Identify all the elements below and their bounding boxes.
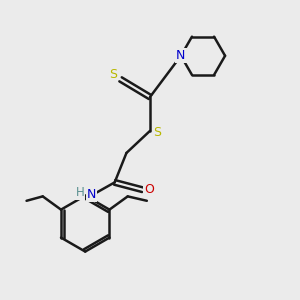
Text: S: S: [109, 68, 117, 81]
Text: O: O: [144, 183, 154, 196]
Text: H: H: [76, 186, 84, 199]
Text: N: N: [176, 49, 186, 62]
Text: S: S: [153, 126, 161, 139]
Text: N: N: [87, 188, 96, 201]
